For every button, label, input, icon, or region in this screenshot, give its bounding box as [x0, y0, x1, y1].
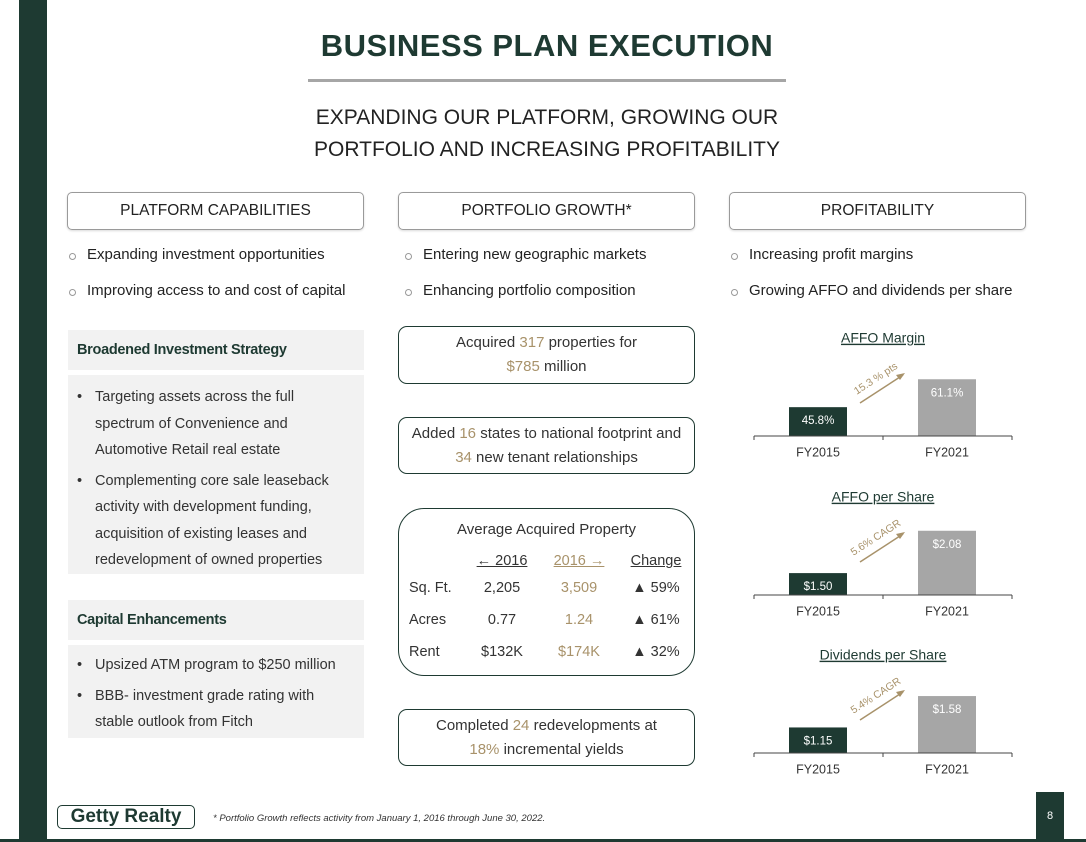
table-cell: 1.24	[564, 612, 594, 628]
table-header: Change	[630, 553, 682, 569]
point-list: Increasing profit margins Growing AFFO a…	[729, 246, 1059, 318]
growth-arrow	[859, 533, 904, 563]
point: Growing AFFO and dividends per share	[729, 282, 1059, 318]
row-label: Acres	[409, 612, 447, 628]
text: Added	[411, 424, 460, 442]
subtitle: EXPANDING OUR PLATFORM, GROWING OUR PORT…	[250, 102, 844, 166]
table-cell: ▲ 59%	[632, 580, 680, 596]
column-heading: PORTFOLIO GROWTH*	[398, 192, 695, 230]
highlight-text: Acquired 317 properties for $785 million	[452, 331, 642, 379]
table-cell: ▲ 61%	[632, 612, 680, 628]
title-rule	[308, 79, 786, 82]
category-label: FY2015	[796, 762, 840, 776]
subtitle-line: PORTFOLIO AND INCREASING PROFITABILITY	[314, 138, 780, 161]
bullet: BBB- investment grade rating with stable…	[77, 683, 344, 736]
value-label: $1.50	[804, 581, 833, 593]
table-title: Average Acquired Property	[457, 521, 636, 538]
table-cell: ▲ 32%	[632, 644, 680, 660]
arrow-head	[896, 690, 905, 697]
value-label: $1.58	[933, 704, 962, 716]
bullet: Upsized ATM program to $250 million	[77, 652, 344, 679]
subtitle-line: EXPANDING OUR PLATFORM, GROWING OUR	[315, 106, 779, 129]
text: Completed	[436, 716, 513, 734]
highlight-text: Added 16 states to national footprint an…	[409, 422, 684, 470]
growth-arrow	[859, 374, 904, 404]
table-cell: 3,509	[560, 580, 598, 596]
table-cell: 0.77	[487, 612, 517, 628]
value-label: 45.8%	[802, 415, 835, 427]
highlight-box: Added 16 states to national footprint an…	[398, 417, 695, 474]
table-cell: 2,205	[483, 580, 521, 596]
title: BUSINESS PLAN EXECUTION	[320, 28, 774, 63]
text: states to national footprint and	[476, 424, 686, 442]
value-label: $1.15	[804, 735, 833, 747]
section-body: Upsized ATM program to $250 million BBB-…	[68, 645, 364, 738]
footnote: * Portfolio Growth reflects activity fro…	[213, 813, 546, 824]
table-header: 2016 →	[553, 553, 605, 569]
text: incremental yields	[499, 740, 624, 758]
table-header: ← 2016	[476, 553, 528, 569]
value-label: 61.1%	[931, 387, 964, 399]
category-label: FY2015	[796, 604, 840, 618]
bar	[789, 573, 847, 595]
text: new tenant relationships	[471, 448, 638, 466]
section-heading: Broadened Investment Strategy	[68, 330, 364, 370]
column-heading: PLATFORM CAPABILITIES	[67, 192, 364, 230]
figure: $785	[506, 358, 540, 375]
property-table: Average Acquired Property ← 2016 2016 → Ch…	[398, 508, 695, 676]
column-heading: PROFITABILITY	[729, 192, 1026, 230]
page-number: 8	[1036, 792, 1064, 840]
point: Enhancing portfolio composition	[403, 282, 733, 318]
bar	[918, 379, 976, 436]
arrow-head	[896, 373, 905, 380]
highlight-box: Acquired 317 properties for $785 million	[398, 326, 695, 384]
section-body: Targeting assets across the full spectru…	[68, 375, 364, 574]
growth-arrow	[859, 691, 904, 721]
section-heading: Capital Enhancements	[68, 600, 364, 640]
point: Entering new geographic markets	[403, 246, 733, 282]
category-label: FY2021	[925, 445, 969, 459]
point-list: Expanding investment opportunities Impro…	[67, 246, 397, 318]
figure: 317	[519, 334, 545, 351]
point: Expanding investment opportunities	[67, 246, 397, 282]
category-label: FY2015	[796, 445, 840, 459]
table-cell: $174K	[558, 644, 600, 660]
point: Improving access to and cost of capital	[67, 282, 397, 318]
chart-title: AFFO per Share	[832, 489, 935, 505]
chart-title: Dividends per Share	[820, 647, 947, 663]
category-label: FY2021	[925, 604, 969, 618]
sidebar	[19, 0, 47, 842]
value-label: $2.08	[933, 539, 962, 551]
arrow-head	[896, 532, 905, 539]
bullet: Targeting assets across the full spectru…	[77, 384, 344, 464]
point-list: Entering new geographic markets Enhancin…	[403, 246, 733, 318]
highlight-text: Completed 24 redevelopments at 18% incre…	[432, 714, 662, 762]
figure: 34	[455, 448, 472, 466]
bar	[789, 407, 847, 436]
bar	[789, 727, 847, 753]
text: million	[539, 358, 587, 375]
chart-title: AFFO Margin	[841, 330, 925, 346]
category-label: FY2021	[925, 762, 969, 776]
logo: Getty Realty	[57, 805, 195, 829]
text: Acquired	[456, 334, 520, 351]
bullet: Complementing core sale leaseback activi…	[77, 468, 344, 574]
point: Increasing profit margins	[729, 246, 1059, 282]
figure: 18%	[469, 740, 500, 758]
highlight-box: Completed 24 redevelopments at 18% incre…	[398, 709, 695, 766]
bottom-line	[0, 839, 1086, 842]
table-cell: $132K	[481, 644, 523, 660]
figure: 24	[512, 716, 530, 734]
row-label: Sq. Ft.	[409, 580, 452, 596]
figure: 16	[459, 424, 477, 442]
bar	[918, 696, 976, 753]
text: properties for	[544, 334, 642, 351]
text: redevelopments at	[529, 716, 662, 734]
row-label: Rent	[409, 644, 440, 660]
bar	[918, 530, 976, 595]
